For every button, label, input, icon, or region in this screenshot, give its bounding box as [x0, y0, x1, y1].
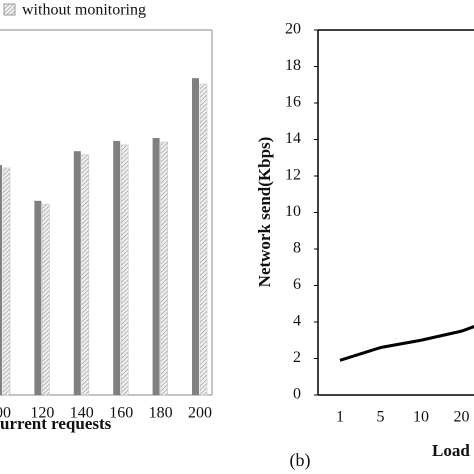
x-tick-label: 180 — [149, 405, 173, 422]
y-tick-label: 4 — [293, 313, 301, 330]
bar — [73, 151, 81, 395]
x-tick-label: 5 — [377, 409, 385, 426]
legend-swatch — [3, 3, 16, 16]
bar — [34, 200, 42, 395]
line — [339, 325, 474, 362]
y-tick-label: 6 — [293, 276, 301, 293]
y-tick-label: 0 — [293, 386, 301, 403]
x-tick-label: 120 — [30, 405, 54, 422]
bar — [120, 144, 129, 396]
bar — [2, 167, 11, 396]
bar — [113, 140, 121, 395]
x-tick-label: 160 — [109, 405, 133, 422]
x-tick-label: 200 — [188, 405, 212, 422]
y-axis-label: Network send(Kbps) — [255, 137, 274, 288]
y-tick-label: 18 — [285, 57, 301, 74]
y-tick-label: 8 — [293, 240, 301, 257]
bar — [199, 83, 208, 396]
annotation: (b) — [290, 450, 311, 471]
y-tick-label: 10 — [285, 203, 301, 220]
plot-clip — [339, 325, 474, 362]
bar — [0, 165, 2, 395]
x-tick-label: 00 — [0, 405, 11, 422]
y-tick-label: 16 — [285, 94, 301, 111]
bar — [152, 138, 160, 396]
x-axis-label: urrent requests — [0, 414, 112, 433]
bar — [81, 154, 90, 396]
legend-label: without monitoring — [22, 2, 146, 19]
bar — [42, 203, 50, 396]
x-tick-label: 20 — [454, 409, 470, 426]
x-axis-label: Load — [432, 441, 470, 460]
x-tick-label: 1 — [336, 409, 344, 426]
bar — [160, 141, 168, 396]
y-tick-label: 2 — [293, 349, 301, 366]
y-tick-label: 20 — [285, 21, 301, 38]
bar — [192, 78, 199, 396]
x-tick-label: 10 — [413, 409, 429, 426]
y-tick-label: 12 — [285, 167, 301, 184]
x-tick-label: 140 — [70, 405, 94, 422]
y-tick-label: 14 — [285, 130, 301, 147]
